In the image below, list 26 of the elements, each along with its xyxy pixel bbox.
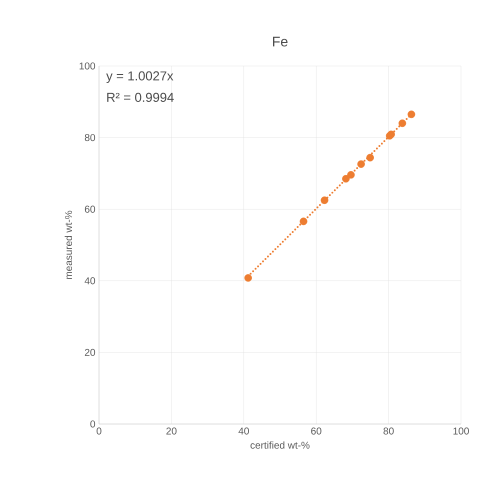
x-tick-label: 20 (166, 428, 177, 435)
x-axis-title: certified wt-% (250, 441, 310, 449)
point (398, 119, 406, 128)
annotation: R² = 0.9994 (107, 92, 174, 102)
y-tick-label: 0 (90, 420, 96, 428)
y-tick-label: 60 (84, 206, 96, 213)
point (408, 110, 416, 118)
point (320, 196, 328, 204)
chart-title: Fe (273, 36, 288, 47)
y-tick-label: 20 (84, 348, 96, 356)
point (300, 218, 308, 226)
annotation: y = 1.0027x (106, 71, 174, 84)
x-tick-label: 80 (384, 428, 394, 435)
point (357, 160, 365, 168)
y-tick-label: 40 (84, 277, 96, 284)
x-tick-label: 60 (311, 428, 322, 435)
x-tick-label: 0 (96, 428, 102, 435)
y-tick-label: 80 (84, 134, 96, 142)
x-tick-label: 40 (238, 428, 249, 435)
x-tick-label: 100 (453, 428, 469, 435)
y-tick-label: 100 (80, 62, 96, 70)
point (342, 174, 350, 183)
y-axis-title: measured wt-% (64, 210, 72, 279)
point (347, 171, 355, 179)
point (244, 274, 252, 282)
point (366, 154, 374, 162)
